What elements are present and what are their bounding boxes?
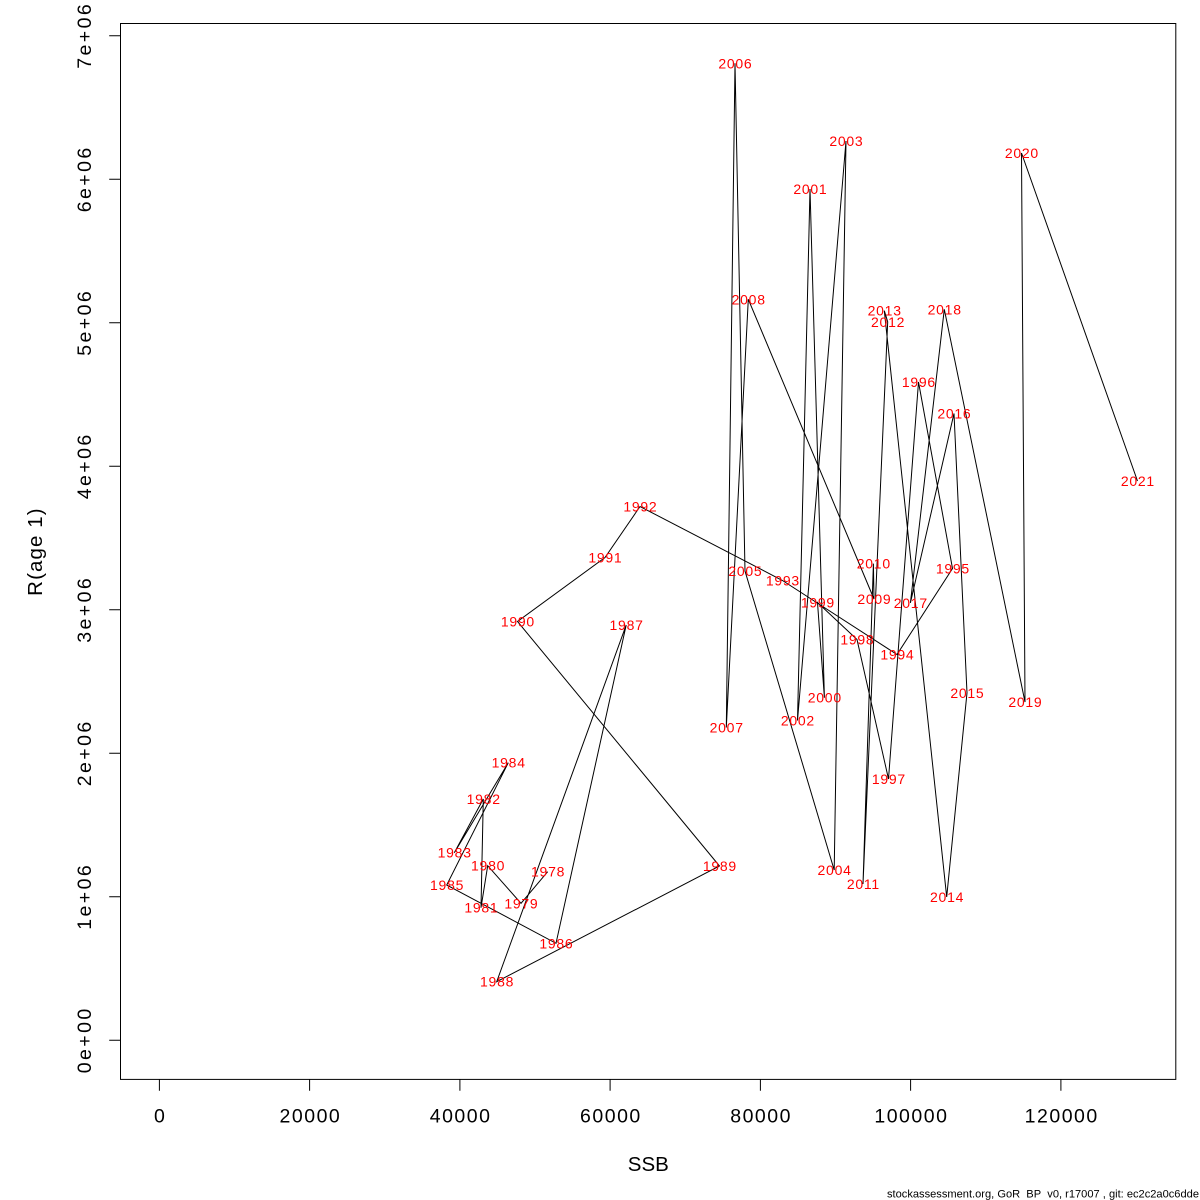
svg-text:6e+06: 6e+06	[74, 145, 96, 212]
svg-text:1e+06: 1e+06	[74, 863, 96, 930]
svg-text:stockassessment.org, GoR BP: stockassessment.org, GoR BP v0, r17007 ,…	[887, 1189, 1199, 1200]
svg-text:2019: 2019	[1008, 694, 1042, 710]
svg-text:2005: 2005	[728, 563, 762, 579]
svg-text:120000: 120000	[1025, 1106, 1099, 1128]
svg-text:2002: 2002	[781, 713, 815, 729]
svg-text:40000: 40000	[430, 1106, 492, 1128]
svg-text:0e+00: 0e+00	[74, 1006, 96, 1073]
svg-text:1981: 1981	[464, 900, 498, 916]
svg-text:7e+06: 7e+06	[74, 2, 96, 69]
svg-text:2020: 2020	[1005, 145, 1039, 161]
svg-text:2017: 2017	[894, 595, 928, 611]
svg-text:2009: 2009	[857, 591, 891, 607]
svg-text:1993: 1993	[766, 573, 800, 589]
svg-text:1997: 1997	[872, 771, 906, 787]
svg-text:3e+06: 3e+06	[74, 576, 96, 643]
svg-text:2021: 2021	[1121, 473, 1155, 489]
svg-text:2008: 2008	[732, 291, 766, 307]
svg-text:1979: 1979	[504, 895, 538, 911]
svg-text:1994: 1994	[880, 647, 914, 663]
svg-text:1992: 1992	[623, 499, 657, 515]
svg-text:2012: 2012	[871, 314, 905, 330]
svg-text:1996: 1996	[902, 374, 936, 390]
svg-text:1998: 1998	[840, 632, 874, 648]
svg-text:100000: 100000	[874, 1106, 948, 1128]
svg-text:2010: 2010	[857, 556, 891, 572]
svg-text:80000: 80000	[730, 1106, 792, 1128]
svg-text:2015: 2015	[950, 685, 984, 701]
svg-text:2004: 2004	[818, 862, 852, 878]
svg-text:4e+06: 4e+06	[74, 432, 96, 499]
svg-text:1999: 1999	[801, 595, 835, 611]
svg-text:2018: 2018	[928, 301, 962, 317]
svg-text:2003: 2003	[829, 133, 863, 149]
svg-text:1983: 1983	[438, 845, 472, 861]
svg-text:60000: 60000	[580, 1106, 642, 1128]
svg-text:SSB: SSB	[628, 1153, 669, 1176]
svg-text:2001: 2001	[793, 181, 827, 197]
svg-text:2000: 2000	[808, 690, 842, 706]
svg-text:1991: 1991	[588, 550, 622, 566]
svg-text:1986: 1986	[539, 935, 573, 951]
svg-text:R(age 1): R(age 1)	[24, 507, 47, 596]
svg-text:2016: 2016	[937, 406, 971, 422]
svg-text:1978: 1978	[531, 864, 565, 880]
svg-text:1989: 1989	[703, 858, 737, 874]
svg-text:1984: 1984	[492, 755, 526, 771]
svg-text:2e+06: 2e+06	[74, 719, 96, 786]
svg-text:1988: 1988	[480, 974, 514, 990]
svg-text:2013: 2013	[868, 303, 902, 319]
svg-text:1995: 1995	[936, 561, 970, 577]
svg-text:1987: 1987	[610, 617, 644, 633]
svg-text:20000: 20000	[280, 1106, 342, 1128]
svg-text:1990: 1990	[501, 614, 535, 630]
svg-text:2014: 2014	[930, 889, 964, 905]
svg-text:5e+06: 5e+06	[74, 289, 96, 356]
svg-text:1985: 1985	[430, 877, 464, 893]
svg-text:2006: 2006	[718, 55, 752, 71]
svg-text:2011: 2011	[847, 876, 880, 892]
svg-text:1982: 1982	[467, 791, 501, 807]
svg-text:2007: 2007	[710, 720, 744, 736]
svg-text:1980: 1980	[471, 858, 505, 874]
svg-text:0: 0	[154, 1106, 166, 1128]
